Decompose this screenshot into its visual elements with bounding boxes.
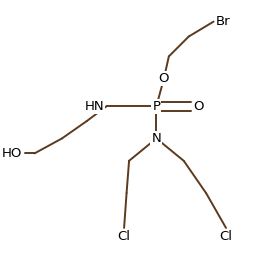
- Text: Cl: Cl: [219, 231, 233, 243]
- Text: HO: HO: [2, 147, 22, 160]
- Text: P: P: [152, 100, 160, 113]
- Text: HN: HN: [85, 100, 104, 113]
- Text: O: O: [194, 100, 204, 113]
- Text: Br: Br: [216, 15, 231, 28]
- Text: O: O: [159, 72, 169, 85]
- Text: N: N: [152, 132, 161, 145]
- Text: Cl: Cl: [118, 231, 131, 243]
